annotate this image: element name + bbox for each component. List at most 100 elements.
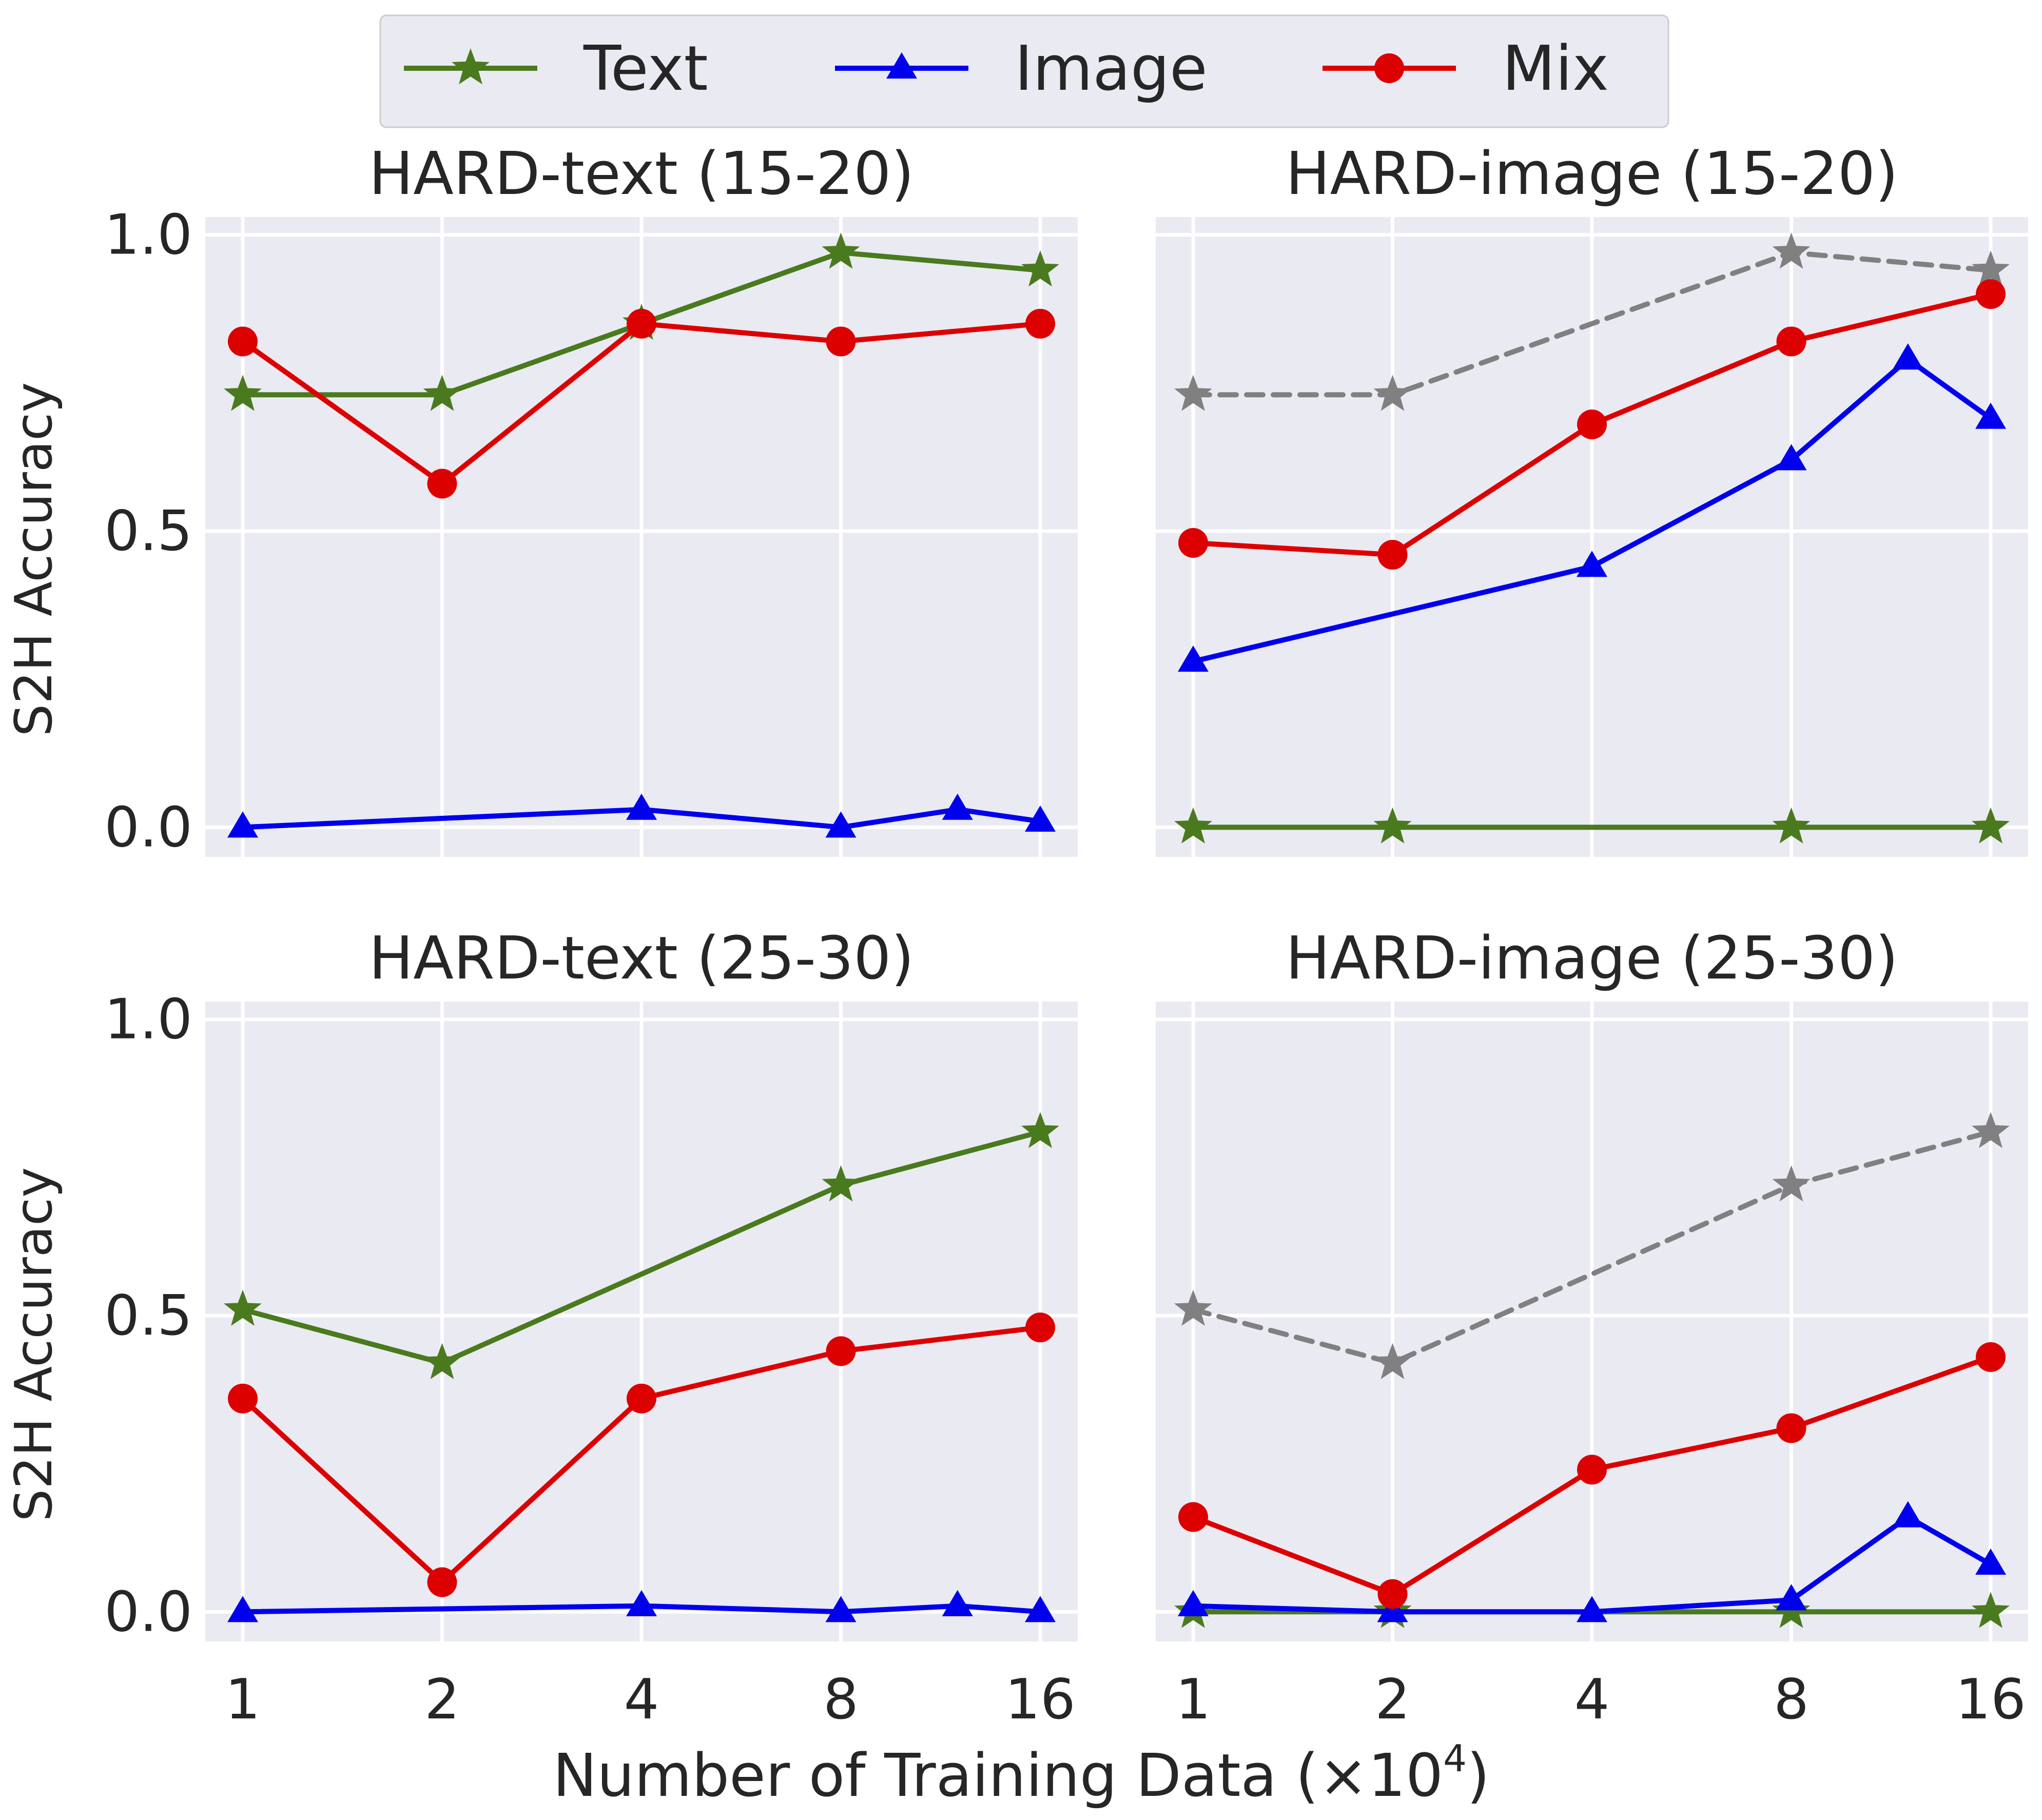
series-image <box>1178 1501 2006 1622</box>
series-reference-point <box>1972 250 2010 287</box>
series-image-point <box>1025 805 1056 832</box>
legend: Text Image Mix <box>379 14 1669 128</box>
x-tick-label: 2 <box>424 1668 460 1732</box>
series-image-point <box>1776 1584 1807 1611</box>
series-mix-point <box>1976 1342 2006 1372</box>
series-image-point <box>942 1590 973 1616</box>
legend-label: Image <box>1015 33 1208 105</box>
panel-title: HARD-text (15-20) <box>369 140 915 208</box>
series-mix-point <box>427 1567 457 1597</box>
y-tick-label: 1.0 <box>104 988 192 1052</box>
series-reference-point <box>1373 1343 1412 1379</box>
y-tick-label: 1.0 <box>104 203 192 267</box>
series-mix <box>1178 279 2006 570</box>
series-mix-point <box>1025 1313 1055 1343</box>
panel-hard-text-15-20: HARD-text (15-20) 0.0 0.5 1.0 <box>104 140 1078 859</box>
legend-item-text: Text <box>404 33 708 105</box>
series-text-point <box>1174 807 1212 844</box>
series-text-line <box>240 1129 1043 1366</box>
y-axis-label-top: S2H Accuracy <box>4 382 64 737</box>
series-image-point <box>1975 1548 2006 1575</box>
x-axis-label-suffix: ) <box>1467 1741 1490 1810</box>
series-image-point <box>825 1596 857 1622</box>
series-text-point <box>1021 250 1059 287</box>
series-mix <box>228 308 1055 499</box>
gridlines <box>1156 1002 2028 1641</box>
series-image-point <box>626 793 657 820</box>
series-image-point <box>1892 343 1923 370</box>
panel-title: HARD-image (15-20) <box>1286 140 1898 208</box>
series-mix <box>228 1313 1055 1597</box>
series-image-point <box>1577 1596 1607 1622</box>
legend-marker <box>1374 53 1404 83</box>
series-mix-point <box>1178 528 1208 558</box>
series-reference-point <box>1174 1289 1212 1326</box>
series-mix-point <box>228 1383 258 1414</box>
series-image-point <box>227 1596 258 1622</box>
series-reference <box>1174 232 2010 411</box>
series-mix-point <box>627 308 656 339</box>
series-mix-point <box>228 326 258 357</box>
y-tick-label: 0.5 <box>104 499 192 563</box>
series-image <box>227 1590 1056 1622</box>
series-text-point <box>1972 807 2010 844</box>
series-image-point <box>1577 551 1607 577</box>
x-axis-label: Number of Training Data (×104) <box>553 1737 1490 1810</box>
series-reference <box>1174 1112 2010 1379</box>
series-mix-point <box>826 326 856 357</box>
series-mix-point <box>1776 1413 1806 1443</box>
panel-hard-image-15-20: HARD-image (15-20) <box>1156 140 2028 857</box>
panel-hard-text-25-30: HARD-text (25-30) 0.0 0.5 1.0 1 2 4 8 16 <box>104 924 1078 1732</box>
x-tick-label: 16 <box>1955 1668 2026 1732</box>
series-mix-point <box>1577 1455 1607 1485</box>
series-reference-point <box>1174 375 1212 411</box>
series-text-point <box>1772 807 1811 844</box>
series-mix-point <box>1776 326 1806 357</box>
series-image-point <box>1892 1501 1923 1528</box>
x-tick-label: 4 <box>624 1668 659 1732</box>
series-text <box>224 1112 1059 1379</box>
series-text-point <box>423 375 461 411</box>
series-mix-point <box>427 468 457 499</box>
series-image-point <box>1178 1590 1209 1616</box>
series-text-point <box>1373 807 1412 844</box>
series-mix-point <box>1577 409 1607 440</box>
series-image-point <box>825 811 857 838</box>
panel-title: HARD-text (25-30) <box>369 924 915 993</box>
x-tick-label: 2 <box>1375 1668 1410 1732</box>
series-mix-point <box>826 1336 856 1366</box>
series-image-point <box>1975 402 2006 429</box>
legend-item-mix: Mix <box>1323 33 1609 105</box>
x-tick-label: 8 <box>1774 1668 1809 1732</box>
y-axis-label-bottom: S2H Accuracy <box>4 1167 64 1522</box>
series-reference-point <box>1972 1112 2010 1148</box>
series-mix <box>1178 1342 2006 1609</box>
series-mix-point <box>627 1383 656 1414</box>
legend-label: Mix <box>1502 33 1609 105</box>
series-mix-point <box>1025 308 1055 339</box>
series-text-point <box>822 232 860 269</box>
legend-marker <box>452 48 490 85</box>
y-tick-label: 0.0 <box>104 795 192 859</box>
series-text-point <box>1972 1592 2010 1628</box>
series-image-point <box>942 793 973 820</box>
legend-box <box>379 14 1669 128</box>
series-mix-point <box>1377 540 1408 570</box>
x-axis-label-exponent: 4 <box>1443 1737 1467 1780</box>
series-image <box>227 793 1056 838</box>
series-image-point <box>1178 645 1209 672</box>
series-image <box>1178 343 2006 672</box>
series-reference-line <box>1191 1129 1993 1366</box>
legend-label: Text <box>583 33 708 105</box>
series-text-point <box>224 375 262 411</box>
x-axis-label-prefix: Number of Training Data (×10 <box>553 1741 1443 1810</box>
series-text-point <box>822 1165 860 1202</box>
series-text <box>1174 807 2010 844</box>
series-text-point <box>423 1343 461 1379</box>
series-image-point <box>626 1590 657 1616</box>
panel-title: HARD-image (25-30) <box>1286 924 1898 993</box>
gridlines <box>205 217 1078 857</box>
series-image-point <box>1776 444 1807 471</box>
x-tick-label: 16 <box>1005 1668 1075 1732</box>
